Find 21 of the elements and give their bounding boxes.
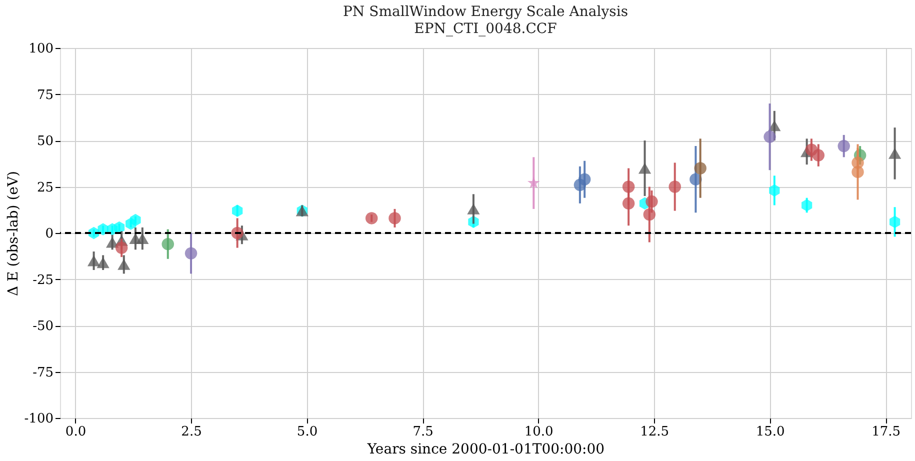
y-tick-label: -100 <box>24 412 54 426</box>
y-tick-label: 0 <box>45 226 54 242</box>
x-tick-label: 5.0 <box>296 424 318 440</box>
y-tick-label: -75 <box>32 365 54 380</box>
y-tick-label: 25 <box>36 180 54 196</box>
chart-subtitle: EPN_CTI_0048.CCF <box>414 21 558 37</box>
y-tick-label: 100 <box>28 42 54 56</box>
x-tick-label: 0.0 <box>65 424 86 440</box>
x-tick-label: 10.0 <box>524 424 554 440</box>
y-tick-label: -50 <box>32 319 54 334</box>
x-tick-label: 12.5 <box>640 424 670 440</box>
x-tick-label: 17.5 <box>872 424 901 440</box>
y-tick-label: 75 <box>36 88 54 103</box>
y-axis-title: Δ E (obs-lab) (eV) <box>5 170 22 296</box>
x-tick-label: 2.5 <box>181 424 202 440</box>
x-tick-label: 7.5 <box>412 424 434 440</box>
chart-title: PN SmallWindow Energy Scale Analysis <box>343 4 628 20</box>
y-tick-label: -25 <box>32 272 54 288</box>
x-tick-label: 15.0 <box>756 424 785 440</box>
x-axis-title: Years since 2000-01-01T00:00:00 <box>366 442 605 458</box>
y-tick-label: 50 <box>36 134 54 149</box>
